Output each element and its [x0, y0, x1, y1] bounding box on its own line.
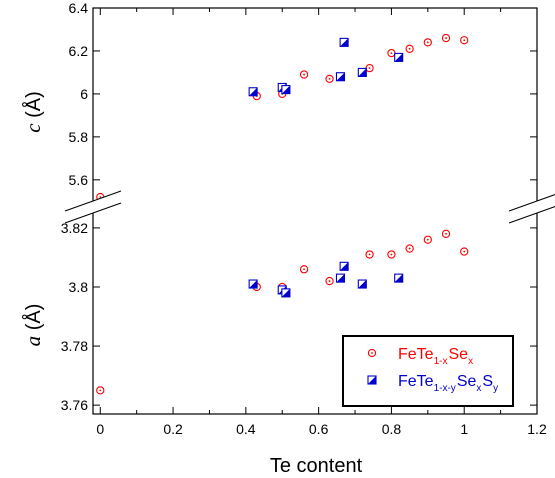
a-point-fete-se: [423, 235, 432, 244]
legend2-base: FeTe: [398, 373, 434, 390]
axis-break-left-line-upper: [64, 190, 122, 212]
legend2-mid2: S: [482, 373, 493, 390]
data-markers: [96, 33, 469, 395]
a-point-fete-se: [387, 250, 396, 259]
y-axis-label-c: c (Å): [21, 91, 45, 133]
c-point-fete-se-s: [248, 87, 258, 97]
y-axis-label-a: a (Å): [21, 304, 45, 347]
axis-break: [64, 190, 555, 224]
legend2-sub2: x: [476, 383, 481, 394]
y-axis-label-a-unit: (Å): [22, 304, 45, 336]
legend-circle-marker: [367, 348, 377, 358]
a-point-fete-se-s: [339, 261, 349, 271]
x-axis-label: Te content: [270, 455, 363, 477]
c-point-fete-se-s: [357, 67, 367, 77]
x-tick-label: 0.8: [382, 421, 402, 437]
c-y-tick-label: 5.8: [69, 129, 89, 145]
legend-marker-fete-se-s: [367, 375, 377, 385]
legend-label-fete-se-s: FeTe1-x-ySexSy: [398, 373, 498, 394]
axis-break-left-line-lower: [64, 202, 122, 224]
legend-marker-fete-se: [367, 348, 377, 358]
a-point-fete-se: [460, 247, 469, 256]
a-point-fete-se: [441, 229, 451, 238]
a-point-fete-se: [365, 250, 374, 259]
c-y-tick-label: 5.6: [69, 172, 89, 188]
c-point-fete-se: [365, 63, 374, 73]
c-point-fete-se: [299, 70, 309, 79]
axis-break-right-gap: [509, 194, 555, 223]
a-point-fete-se: [299, 265, 309, 274]
legend1-mid: Se: [448, 346, 468, 363]
c-point-fete-se: [460, 36, 469, 45]
axis-break-right-line-upper: [508, 194, 555, 212]
a-point-fete-se-s: [335, 273, 346, 283]
y-axis-label-a-symbol: a: [21, 336, 45, 347]
x-tick-label: 0.2: [163, 421, 183, 437]
c-point-fete-se-s: [394, 52, 404, 62]
legend2-sub3: y: [493, 383, 498, 394]
c-point-fete-se-s: [339, 37, 349, 47]
a-point-fete-se-s: [357, 279, 367, 289]
axis-break-right-line-lower: [508, 206, 555, 224]
a-point-fete-se: [325, 276, 334, 286]
a-point-fete-se: [405, 244, 414, 253]
legend-square-marker: [367, 375, 377, 385]
x-tick-label: 0: [96, 421, 104, 437]
c-point-fete-se-s: [335, 72, 346, 82]
a-y-tick-label: 3.76: [61, 397, 88, 413]
axis-ticks: 0 0.2 0.4 0.6 0.8 1 1.2 6.4 6.2 6 5.8 5.6 3.82 3.8 3.7…: [61, 0, 547, 437]
legend2-mid: Se: [457, 373, 477, 390]
a-y-tick-label: 3.82: [61, 220, 88, 236]
a-point-fete-se-s: [248, 279, 258, 289]
a-point-fete-se-s: [394, 273, 404, 283]
c-y-tick-label: 6.4: [69, 0, 89, 16]
legend-label-fete-se: FeTe1-xSex: [398, 346, 473, 367]
c-point-fete-se: [405, 44, 414, 53]
x-tick-label: 1: [460, 421, 468, 437]
x-tick-label: 1.2: [527, 421, 547, 437]
legend1-base: FeTe: [398, 346, 434, 363]
y-axis-label-c-symbol: c: [21, 123, 45, 133]
legend2-sub1: 1-x-y: [434, 383, 456, 394]
c-point-fete-se: [441, 33, 451, 43]
a-y-tick-label: 3.78: [61, 338, 88, 354]
legend-box: [342, 335, 514, 407]
axis-break-left-gap: [65, 191, 121, 223]
x-tick-label: 0.6: [309, 421, 329, 437]
legend: FeTe1-xSex FeTe1-x-ySexSy: [342, 335, 514, 407]
legend1-sub2: x: [468, 356, 473, 367]
c-point-fete-se-s: [281, 85, 291, 95]
a-point-fete-se: [96, 386, 105, 395]
c-point-fete-se: [325, 74, 334, 84]
x-tick-label: 0.4: [236, 421, 256, 437]
c-point-fete-se: [423, 38, 432, 47]
y-axis-label-c-unit: (Å): [22, 91, 45, 123]
c-y-tick-label: 6: [80, 86, 88, 102]
c-point-fete-se: [387, 48, 396, 58]
a-point-fete-se-s: [281, 288, 291, 298]
legend1-sub1: 1-x: [434, 356, 448, 367]
a-y-tick-label: 3.8: [69, 279, 89, 295]
c-y-tick-label: 6.2: [69, 43, 89, 59]
